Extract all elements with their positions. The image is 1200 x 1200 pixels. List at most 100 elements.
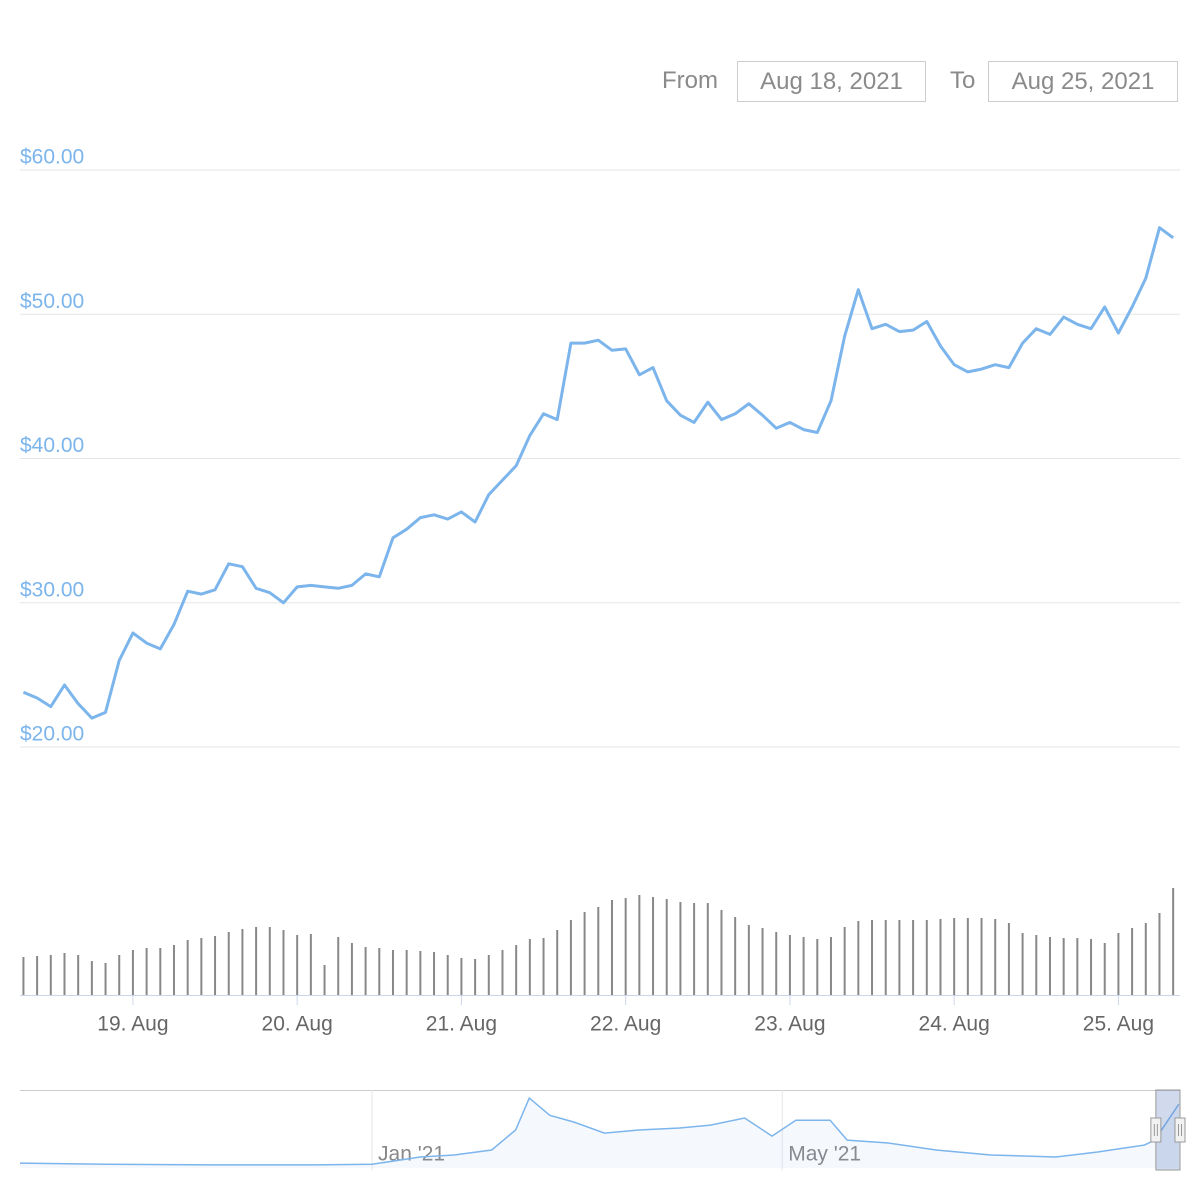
volume-bar	[1172, 888, 1175, 995]
volume-bar	[652, 897, 655, 995]
to-input[interactable]: Aug 25, 2021	[988, 61, 1178, 102]
from-input[interactable]: Aug 18, 2021	[737, 61, 926, 102]
volume-bar	[474, 959, 477, 995]
volume-bar	[296, 935, 299, 995]
volume-bar	[693, 903, 696, 995]
x-tick-label: 25. Aug	[1083, 1013, 1154, 1036]
volume-bar	[556, 930, 559, 995]
volume-bar	[953, 918, 956, 995]
volume-bar	[569, 920, 572, 995]
volume-bar	[118, 955, 121, 995]
volume-bar	[1144, 923, 1147, 995]
volume-bar	[706, 903, 709, 995]
volume-bar	[775, 932, 778, 995]
volume-bar	[884, 920, 887, 995]
volume-bar	[337, 937, 340, 995]
volume-bar	[871, 920, 874, 995]
x-tick-label: 21. Aug	[426, 1013, 497, 1036]
volume-bar	[36, 956, 39, 995]
volume-bar	[1062, 938, 1065, 995]
volume-bar	[925, 920, 928, 995]
x-tick-label: 22. Aug	[590, 1013, 661, 1036]
volume-bar	[77, 955, 80, 995]
volume-bar	[1048, 937, 1051, 995]
y-tick-label: $20.00	[20, 723, 84, 746]
volume-bar	[145, 948, 148, 995]
volume-bar	[843, 927, 846, 995]
volume-bar	[980, 918, 983, 995]
volume-bar	[350, 943, 353, 995]
y-tick-label: $60.00	[20, 146, 84, 169]
volume-bar	[994, 919, 997, 995]
volume-bar	[487, 955, 490, 995]
y-tick-label: $40.00	[20, 434, 84, 457]
from-label: From	[662, 67, 718, 94]
y-tick-label: $30.00	[20, 578, 84, 601]
volume-bar	[501, 950, 504, 995]
volume-bar	[515, 945, 518, 995]
volume-bar	[131, 950, 134, 995]
volume-bar	[734, 917, 737, 995]
volume-bar	[159, 948, 162, 995]
volume-bar	[665, 899, 668, 995]
volume-bar	[761, 928, 764, 995]
navigator-handle[interactable]	[1150, 1117, 1162, 1143]
volume-bar	[788, 935, 791, 995]
x-tick-label: 24. Aug	[919, 1013, 990, 1036]
volume-bar	[542, 938, 545, 995]
volume-bar	[1076, 938, 1079, 995]
volume-bar	[214, 936, 217, 995]
volume-bar	[405, 950, 408, 995]
volume-bar	[104, 963, 107, 995]
volume-bar	[597, 907, 600, 995]
volume-bar	[1103, 943, 1106, 995]
volume-bar	[241, 929, 244, 995]
y-tick-label: $50.00	[20, 290, 84, 313]
volume-bar	[939, 919, 942, 995]
volume-bar	[610, 900, 613, 995]
volume-bar	[309, 934, 312, 995]
volume-bar	[1131, 928, 1134, 995]
volume-bar	[255, 927, 258, 995]
x-tick-label: 23. Aug	[754, 1013, 825, 1036]
volume-bar	[912, 920, 915, 995]
to-label: To	[950, 67, 976, 94]
volume-bar	[282, 930, 285, 995]
volume-bar	[49, 955, 52, 995]
volume-bar	[446, 955, 449, 995]
volume-bar	[1090, 939, 1093, 995]
navigator-handle[interactable]	[1174, 1117, 1186, 1143]
x-tick-label: 20. Aug	[262, 1013, 333, 1036]
volume-bar	[419, 951, 422, 995]
volume-bar	[186, 940, 189, 995]
navigator-tick-label: Jan '21	[378, 1143, 445, 1166]
volume-bar	[1035, 935, 1038, 995]
volume-bar	[1021, 933, 1024, 995]
volume-bar	[364, 947, 367, 995]
volume-bar	[460, 958, 463, 995]
volume-bar	[802, 937, 805, 995]
volume-bar	[966, 918, 969, 995]
volume-bar	[829, 937, 832, 995]
volume-bar	[1117, 933, 1120, 995]
volume-bar	[227, 932, 230, 995]
x-tick-label: 19. Aug	[97, 1013, 168, 1036]
volume-bar	[323, 965, 326, 995]
volume-bar	[172, 945, 175, 995]
volume-bar	[200, 938, 203, 995]
volume-bar	[720, 910, 723, 995]
volume-bar	[63, 953, 66, 995]
volume-bar	[391, 950, 394, 995]
volume-bar	[528, 939, 531, 995]
volume-bar	[624, 898, 627, 995]
volume-bar	[22, 957, 25, 995]
navigator-line	[19, 1096, 1180, 1166]
volume-bar	[679, 902, 682, 995]
navigator-tick-label: May '21	[788, 1143, 861, 1166]
volume-bar	[898, 920, 901, 995]
volume-bar	[433, 952, 436, 995]
volume-bar	[638, 895, 641, 995]
price-line	[22, 226, 1175, 720]
volume-bar	[90, 961, 93, 995]
